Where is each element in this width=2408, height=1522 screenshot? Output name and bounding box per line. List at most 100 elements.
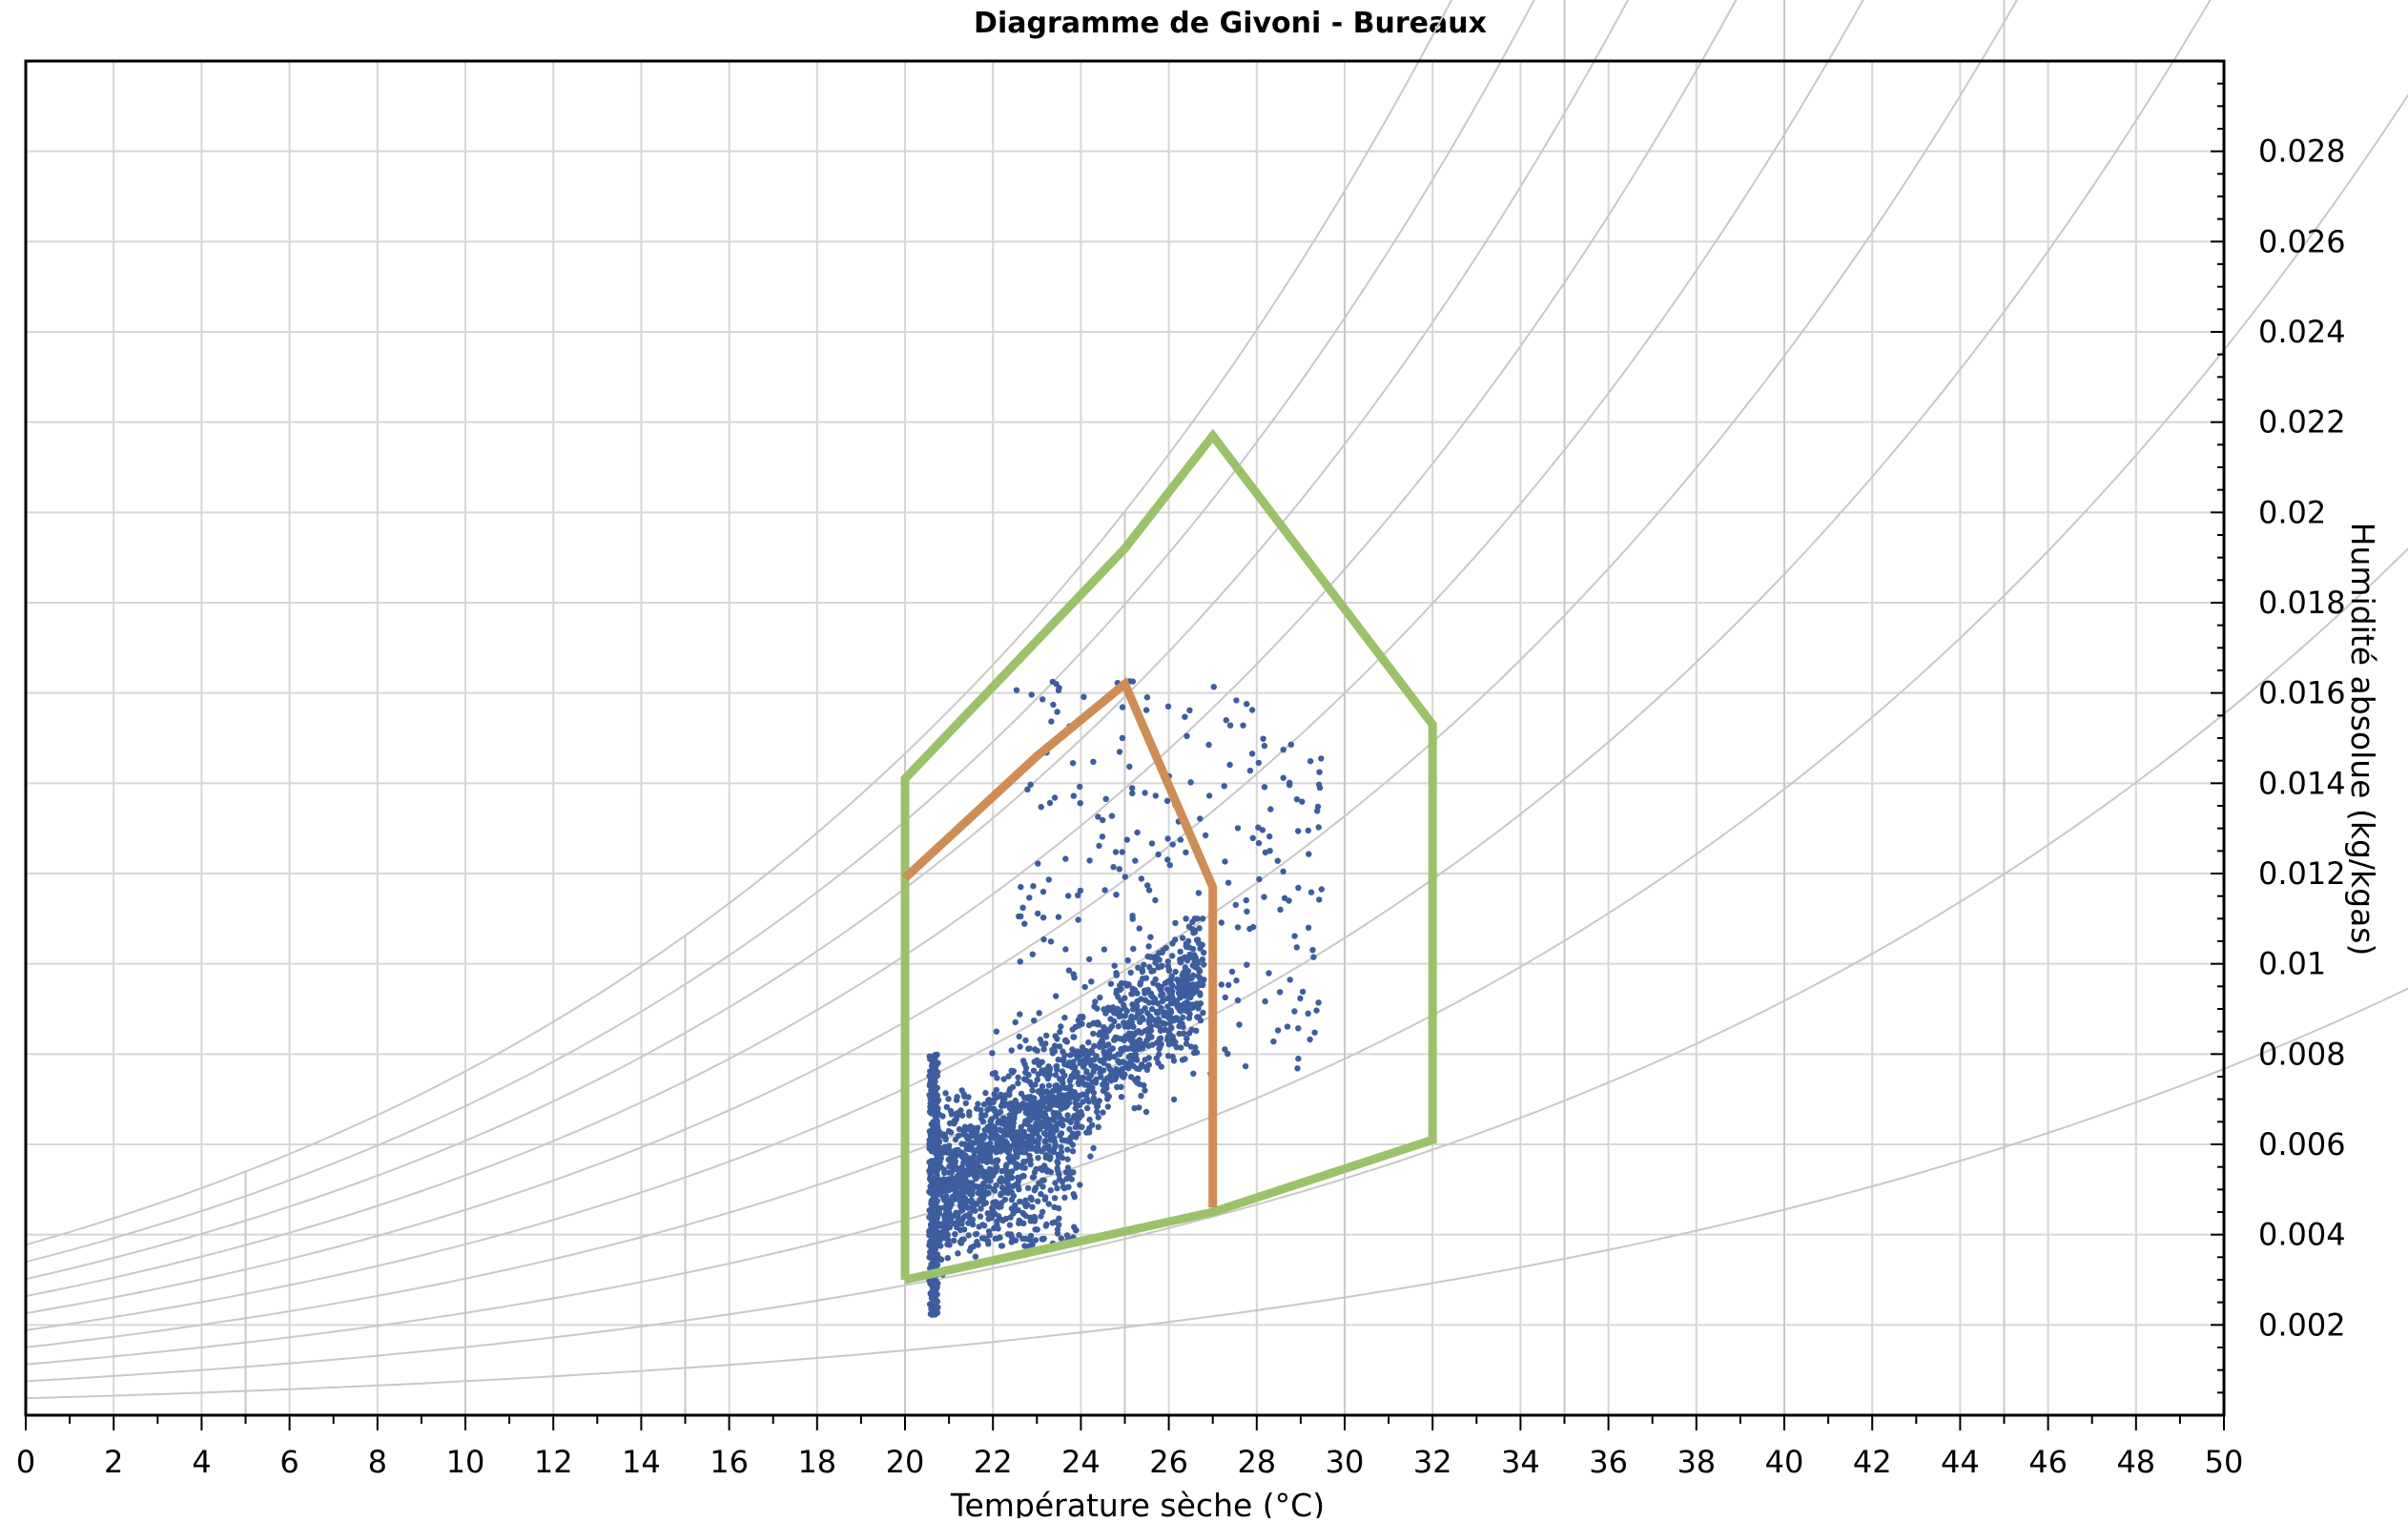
scatter-point [1086,1073,1094,1080]
scatter-point [1024,1105,1031,1112]
scatter-point [1069,1142,1077,1148]
scatter-point [1019,904,1026,911]
scatter-point [1021,920,1028,927]
scatter-point [1040,1098,1047,1104]
scatter-point [1142,790,1148,796]
scatter-point [1024,1142,1032,1150]
scatter-point [1129,985,1136,992]
scatter-point [1099,1037,1105,1044]
scatter-point [1052,1142,1059,1148]
y-tick-label: 0.014 [2258,765,2346,801]
scatter-point [926,1082,934,1089]
scatter-point [1056,1215,1062,1222]
scatter-point [936,1138,943,1145]
scatter-point [978,1195,984,1203]
scatter-point [1295,1025,1302,1032]
scatter-point [1066,1059,1073,1067]
scatter-point [1310,954,1317,960]
scatter-point [985,1183,993,1190]
scatter-point [941,1169,948,1177]
scatter-point [1294,1065,1301,1072]
scatter-point [1256,875,1263,883]
scatter-point [1197,992,1204,998]
scatter-point [1075,916,1081,923]
scatter-point [932,1226,938,1234]
scatter-point [1136,1104,1142,1111]
x-tick-label: 16 [710,1444,749,1480]
scatter-point [1037,1036,1044,1043]
scatter-point [1101,1052,1108,1059]
scatter-point [1065,967,1073,974]
scatter-point [1057,1132,1063,1139]
scatter-point [1012,1018,1019,1026]
scatter-point [1055,1160,1061,1166]
scatter-point [1090,758,1097,765]
scatter-point [1029,1108,1037,1115]
scatter-point [1243,896,1250,904]
scatter-point [1293,944,1301,951]
scatter-point [1058,1084,1064,1092]
scatter-point [1012,1097,1019,1104]
scatter-point [1156,1024,1163,1031]
scatter-point [1138,1029,1145,1037]
rh-curve [25,0,1535,1264]
scatter-point [965,1171,972,1178]
scatter-point [1044,1168,1051,1175]
scatter-point [944,1205,952,1213]
scatter-point [926,1228,933,1236]
scatter-point [1005,1148,1013,1155]
scatter-point [1196,982,1203,989]
scatter-point [1130,1023,1137,1030]
rh-curve [25,987,2408,1400]
scatter-point [959,1183,966,1190]
scatter-point [1180,1023,1186,1031]
scatter-point [1077,1052,1084,1059]
scatter-point [1069,1130,1077,1137]
rh-curve [25,0,2019,1331]
scatter-point [1143,694,1151,701]
scatter-point [1107,1016,1114,1022]
scatter-point [958,1204,965,1212]
scatter-point [1145,999,1152,1006]
scatter-point [970,1184,978,1191]
scatter-point [1122,874,1129,880]
scatter-point [1052,1180,1059,1186]
scatter-point [973,1105,980,1112]
scatter-point [1139,968,1146,976]
scatter-point [1059,1178,1066,1185]
scatter-point [1067,1094,1075,1101]
scatter-point [1088,978,1095,985]
scatter-point [1299,988,1307,996]
scatter-point [977,1190,983,1197]
scatter-point [1035,910,1041,917]
scatter-point [1142,1057,1148,1063]
scatter-point [997,1108,1004,1116]
scatter-point [1091,1099,1099,1106]
scatter-point [1054,1036,1060,1042]
scatter-point [1307,758,1314,765]
scatter-point [1307,889,1315,895]
scatter-point [1077,783,1083,791]
scatter-point [1081,1060,1088,1068]
scatter-point [1145,887,1153,894]
scatter-point [988,1134,995,1141]
x-axis: 0 2 4 6 8 10 12 14 16 18 20 22 24 26 28 30 32 34 36 38 40 42 4… [16,1415,2243,1480]
scatter-point [986,1150,994,1157]
scatter-point [1176,1017,1183,1024]
scatter-point [1183,990,1189,997]
scatter-point [1152,976,1159,983]
scatter-point [1172,968,1179,976]
scatter-point [1313,1007,1320,1014]
scatter-point [1018,1143,1025,1151]
scatter-point [1163,944,1170,952]
scatter-point [936,1232,942,1239]
scatter-point [1085,1099,1093,1105]
scatter-point [1077,800,1083,807]
scatter-point [1166,862,1174,869]
scatter-point [1081,983,1088,991]
scatter-point [1136,925,1142,932]
scatter-point [1181,1030,1187,1038]
scatter-point [1016,1033,1022,1040]
scatter-point [1092,1063,1099,1070]
rh-curve [25,0,1738,1298]
